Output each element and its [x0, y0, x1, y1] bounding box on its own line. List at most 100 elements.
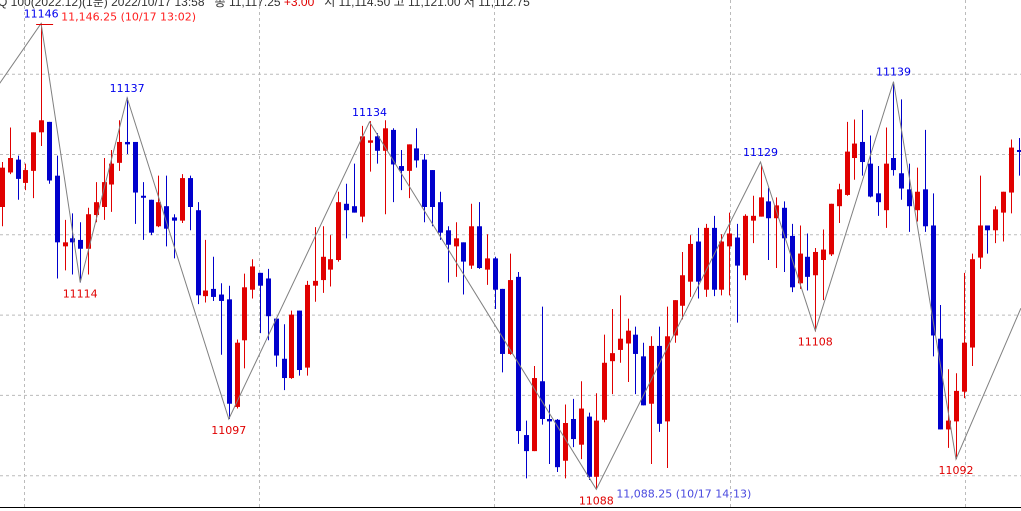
candle-body-up [242, 287, 247, 341]
candle [250, 259, 255, 299]
candle-body-up [407, 144, 412, 171]
candle-body-down [461, 242, 466, 262]
candle-body-down [641, 356, 646, 406]
candle-body-up [821, 249, 826, 260]
candle-body-down [868, 163, 873, 197]
candle-body-up [383, 128, 388, 151]
candle [383, 120, 388, 215]
candle-body-up [626, 330, 631, 344]
candle-body-up [39, 120, 44, 133]
candle [352, 163, 357, 213]
max-price-note: 11,146.25 (10/17 13:02) [61, 11, 196, 24]
candle-body-up [94, 202, 99, 216]
candle [360, 125, 365, 223]
candle [704, 223, 709, 297]
candle-body-down [16, 159, 21, 179]
candle [970, 253, 975, 366]
candle [282, 324, 287, 391]
candle [805, 233, 810, 291]
candle-body-up [1009, 147, 1014, 193]
candle-body-up [946, 420, 951, 430]
pivot-high-label: 11139 [876, 66, 911, 79]
candle [626, 318, 631, 383]
candle [868, 135, 873, 198]
candle [156, 175, 161, 228]
candle [375, 133, 380, 164]
candle-body-up [31, 132, 36, 171]
candle [618, 295, 623, 363]
candle-body-down [657, 345, 662, 424]
candle [532, 365, 537, 452]
candle-body-down [782, 207, 787, 239]
candle-body-up [978, 225, 983, 258]
candle [516, 272, 521, 444]
candle-body-down [172, 217, 177, 221]
candle [493, 256, 498, 309]
high-value: 11,121.00 [408, 0, 461, 9]
candle [563, 404, 568, 479]
candle-body-up [63, 242, 68, 247]
candle-body-down [344, 203, 349, 211]
candle-body-down [282, 358, 287, 379]
candle [1001, 191, 1006, 242]
candle-body-up [837, 189, 842, 207]
candle [180, 174, 185, 224]
candle-body-up [743, 215, 748, 276]
low-label: 저 [463, 0, 475, 9]
candle-body-down [133, 141, 138, 193]
candle-body-up [829, 203, 834, 255]
candle [743, 214, 748, 281]
pivot-high-label: 11129 [743, 146, 778, 159]
candle [149, 199, 154, 236]
candle-body-up [203, 290, 208, 297]
candle-body-up [469, 226, 474, 266]
candle [790, 223, 795, 293]
low-value: 11,112.75 [478, 0, 530, 9]
candle [16, 155, 21, 200]
candle-body-up [360, 136, 365, 217]
candle-body-down [297, 310, 302, 371]
candle [923, 129, 928, 232]
open-label: 시 [324, 0, 336, 9]
candle-body-up [156, 202, 161, 227]
candle [313, 227, 318, 302]
candle [766, 187, 771, 260]
candle [821, 229, 826, 301]
candle-body-down [891, 158, 896, 171]
pivot-high-label: 11134 [352, 106, 387, 119]
candle [63, 219, 68, 271]
candle-body-down [1017, 149, 1021, 152]
candle [610, 308, 615, 395]
candle [328, 235, 333, 287]
candle [70, 213, 75, 275]
candle-body-up [798, 253, 803, 284]
candle-body-down [766, 201, 771, 219]
candle [571, 398, 576, 448]
candle [946, 369, 951, 448]
candle [55, 155, 60, 279]
candle [735, 223, 740, 323]
candle-body-up [250, 266, 255, 290]
candle [500, 288, 505, 373]
candle [469, 203, 474, 269]
candle-body-down [55, 175, 60, 243]
candle [102, 158, 107, 220]
candle-body-up [719, 241, 724, 290]
candle-body-up [321, 256, 326, 281]
pivot-low-label: 11114 [63, 287, 98, 300]
candle [47, 121, 52, 184]
candle-body-down [438, 202, 443, 233]
candle-body-up [954, 390, 959, 422]
candle [673, 300, 678, 343]
candle-body-up [594, 420, 599, 477]
candle-body-down [696, 241, 701, 282]
candle [86, 207, 91, 275]
candle-body-up [368, 140, 373, 143]
candle [751, 195, 756, 244]
candle [727, 212, 732, 296]
candle-body-down [493, 258, 498, 290]
candle-body-up [665, 336, 670, 422]
candle [813, 247, 818, 332]
candle [774, 197, 779, 269]
